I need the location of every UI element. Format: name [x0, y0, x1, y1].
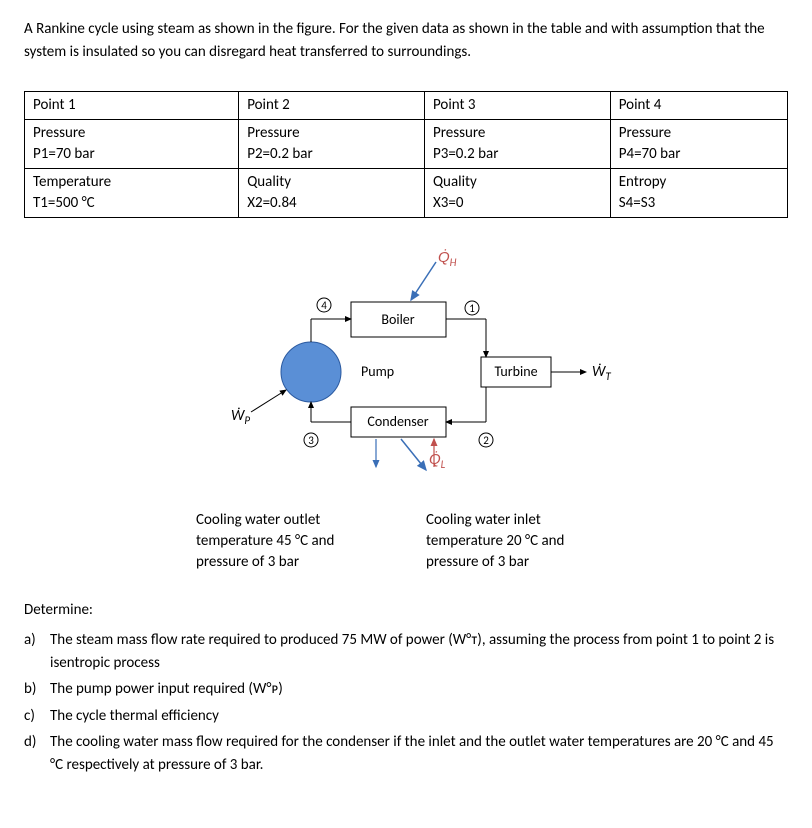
turbine-label: Turbine [494, 363, 537, 380]
cell-p1-h: Point 1 [25, 92, 239, 120]
q-c-text: The cycle thermal efficiency [50, 705, 788, 728]
svg-text:Q̇L: Q̇L [429, 451, 446, 471]
intro-text: A Rankine cycle using steam as shown in … [24, 18, 788, 63]
svg-text:Q̇H: Q̇H [438, 249, 457, 269]
q-a-label: a) [24, 629, 50, 674]
cell-p3-r2: Quality X3=0 [424, 169, 610, 218]
questions-list: a)The steam mass flow rate required to p… [24, 629, 788, 776]
cell-p3-r1: Pressure P3=0.2 bar [424, 120, 610, 169]
cooling-outlet: Cooling water outlet temperature 45 °C a… [196, 510, 386, 573]
cell-p4-h: Point 4 [610, 92, 787, 120]
cell-p2-r2: Quality X2=0.84 [239, 169, 425, 218]
cell-p3-h: Point 3 [424, 92, 610, 120]
cell-p2-h: Point 2 [239, 92, 425, 120]
cooling-inlet: Cooling water inlet temperature 20 °C an… [426, 510, 616, 573]
qh-label: Q̇ [438, 249, 450, 267]
boiler-label: Boiler [381, 311, 414, 328]
determine-heading: Determine: [24, 601, 788, 619]
point-4: 4 [321, 299, 327, 312]
svg-text:ẆP: ẆP [231, 407, 250, 427]
cell-p1-r2: Temperature T1=500 °C [25, 169, 239, 218]
q-b-text: The pump power input required (W°ᴘ) [50, 678, 788, 701]
data-table: Point 1 Point 2 Point 3 Point 4 Pressure… [24, 91, 788, 218]
point-1: 1 [469, 302, 475, 315]
q-a-text: The steam mass flow rate required to pro… [50, 629, 788, 674]
cell-p2-r1: Pressure P2=0.2 bar [239, 120, 425, 169]
q-d-text: The cooling water mass flow required for… [50, 731, 788, 776]
q-d-label: d) [24, 731, 50, 776]
point-2: 2 [483, 434, 489, 447]
cell-p4-r1: Pressure P4=70 bar [610, 120, 787, 169]
pump-label: Pump [361, 363, 394, 380]
cooling-water-labels: Cooling water outlet temperature 45 °C a… [24, 510, 788, 573]
cell-p4-r2: Entropy S4=S3 [610, 169, 787, 218]
point-3: 3 [308, 434, 314, 447]
q-b-label: b) [24, 678, 50, 701]
rankine-diagram: Boiler Condenser Pump Turbine 1 2 3 4 Q̇… [24, 242, 788, 492]
cell-p1-r1: Pressure P1=70 bar [25, 120, 239, 169]
svg-text:ẆT: ẆT [592, 363, 611, 383]
q-c-label: c) [24, 705, 50, 728]
ql-label: Q̇ [429, 451, 441, 469]
condenser-label: Condenser [367, 413, 428, 430]
